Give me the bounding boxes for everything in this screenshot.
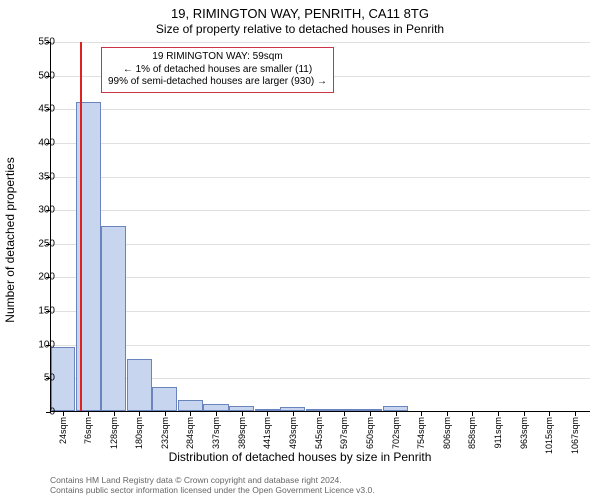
x-tick-mark bbox=[498, 411, 499, 416]
histogram-plot: 24sqm76sqm128sqm180sqm232sqm284sqm337sqm… bbox=[50, 42, 590, 412]
x-tick-mark bbox=[88, 411, 89, 416]
x-tick-mark bbox=[524, 411, 525, 416]
annotation-line-2: ← 1% of detached houses are smaller (11) bbox=[108, 64, 327, 77]
x-tick-mark bbox=[421, 411, 422, 416]
attribution-footer: Contains HM Land Registry data © Crown c… bbox=[50, 475, 592, 496]
x-tick-mark bbox=[293, 411, 294, 416]
y-tick-label: 550 bbox=[15, 37, 55, 48]
x-tick-label: 389sqm bbox=[237, 417, 247, 449]
x-tick-mark bbox=[344, 411, 345, 416]
gridline-h bbox=[51, 277, 590, 278]
y-tick-label: 500 bbox=[15, 70, 55, 81]
x-tick-label: 702sqm bbox=[391, 417, 401, 449]
y-tick-label: 250 bbox=[15, 238, 55, 249]
y-tick-label: 150 bbox=[15, 306, 55, 317]
gridline-h bbox=[51, 210, 590, 211]
y-tick-label: 200 bbox=[15, 272, 55, 283]
x-tick-label: 911sqm bbox=[493, 417, 503, 448]
gridline-h bbox=[51, 109, 590, 110]
histogram-bar bbox=[127, 359, 152, 411]
x-tick-label: 76sqm bbox=[83, 417, 93, 444]
page-title: 19, RIMINGTON WAY, PENRITH, CA11 8TG bbox=[0, 6, 600, 21]
x-tick-mark bbox=[63, 411, 64, 416]
x-tick-label: 1015sqm bbox=[544, 417, 554, 454]
annotation-box: 19 RIMINGTON WAY: 59sqm← 1% of detached … bbox=[101, 47, 334, 93]
x-tick-mark bbox=[396, 411, 397, 416]
x-tick-label: 754sqm bbox=[416, 417, 426, 449]
x-tick-mark bbox=[165, 411, 166, 416]
x-tick-label: 284sqm bbox=[185, 417, 195, 449]
x-tick-mark bbox=[472, 411, 473, 416]
x-tick-label: 232sqm bbox=[160, 417, 170, 449]
gridline-h bbox=[51, 244, 590, 245]
histogram-bar bbox=[203, 404, 229, 411]
x-tick-mark bbox=[447, 411, 448, 416]
histogram-bar bbox=[178, 400, 203, 411]
x-tick-label: 337sqm bbox=[211, 417, 221, 449]
x-tick-mark bbox=[267, 411, 268, 416]
x-tick-label: 441sqm bbox=[262, 417, 272, 449]
x-tick-label: 650sqm bbox=[365, 417, 375, 449]
x-tick-mark bbox=[575, 411, 576, 416]
y-tick-label: 0 bbox=[15, 407, 55, 418]
gridline-h bbox=[51, 42, 590, 43]
x-tick-label: 806sqm bbox=[442, 417, 452, 449]
gridline-h bbox=[51, 311, 590, 312]
x-tick-mark bbox=[242, 411, 243, 416]
x-tick-mark bbox=[139, 411, 140, 416]
gridline-h bbox=[51, 177, 590, 178]
x-tick-mark bbox=[216, 411, 217, 416]
y-tick-label: 350 bbox=[15, 171, 55, 182]
y-tick-label: 400 bbox=[15, 137, 55, 148]
y-tick-label: 100 bbox=[15, 339, 55, 350]
x-tick-label: 180sqm bbox=[134, 417, 144, 449]
histogram-bar bbox=[101, 226, 126, 411]
x-tick-mark bbox=[190, 411, 191, 416]
x-tick-label: 1067sqm bbox=[570, 417, 580, 454]
y-tick-label: 50 bbox=[15, 373, 55, 384]
x-tick-mark bbox=[114, 411, 115, 416]
x-tick-label: 858sqm bbox=[467, 417, 477, 449]
x-axis-label: Distribution of detached houses by size … bbox=[0, 450, 600, 464]
gridline-h bbox=[51, 143, 590, 144]
x-tick-label: 128sqm bbox=[109, 417, 119, 449]
x-tick-mark bbox=[549, 411, 550, 416]
reference-line bbox=[80, 42, 82, 411]
histogram-bar bbox=[152, 387, 177, 411]
y-tick-label: 450 bbox=[15, 104, 55, 115]
y-tick-label: 300 bbox=[15, 205, 55, 216]
x-tick-mark bbox=[319, 411, 320, 416]
gridline-h bbox=[51, 345, 590, 346]
x-tick-mark bbox=[370, 411, 371, 416]
annotation-line-3: 99% of semi-detached houses are larger (… bbox=[108, 76, 327, 89]
annotation-line-1: 19 RIMINGTON WAY: 59sqm bbox=[108, 51, 327, 64]
x-tick-label: 597sqm bbox=[339, 417, 349, 449]
footer-line-2: Contains public sector information licen… bbox=[50, 485, 592, 496]
x-tick-label: 493sqm bbox=[288, 417, 298, 449]
x-tick-label: 963sqm bbox=[519, 417, 529, 449]
footer-line-1: Contains HM Land Registry data © Crown c… bbox=[50, 475, 592, 486]
page-subtitle: Size of property relative to detached ho… bbox=[0, 22, 600, 36]
x-tick-label: 545sqm bbox=[314, 417, 324, 449]
x-tick-label: 24sqm bbox=[58, 417, 68, 444]
